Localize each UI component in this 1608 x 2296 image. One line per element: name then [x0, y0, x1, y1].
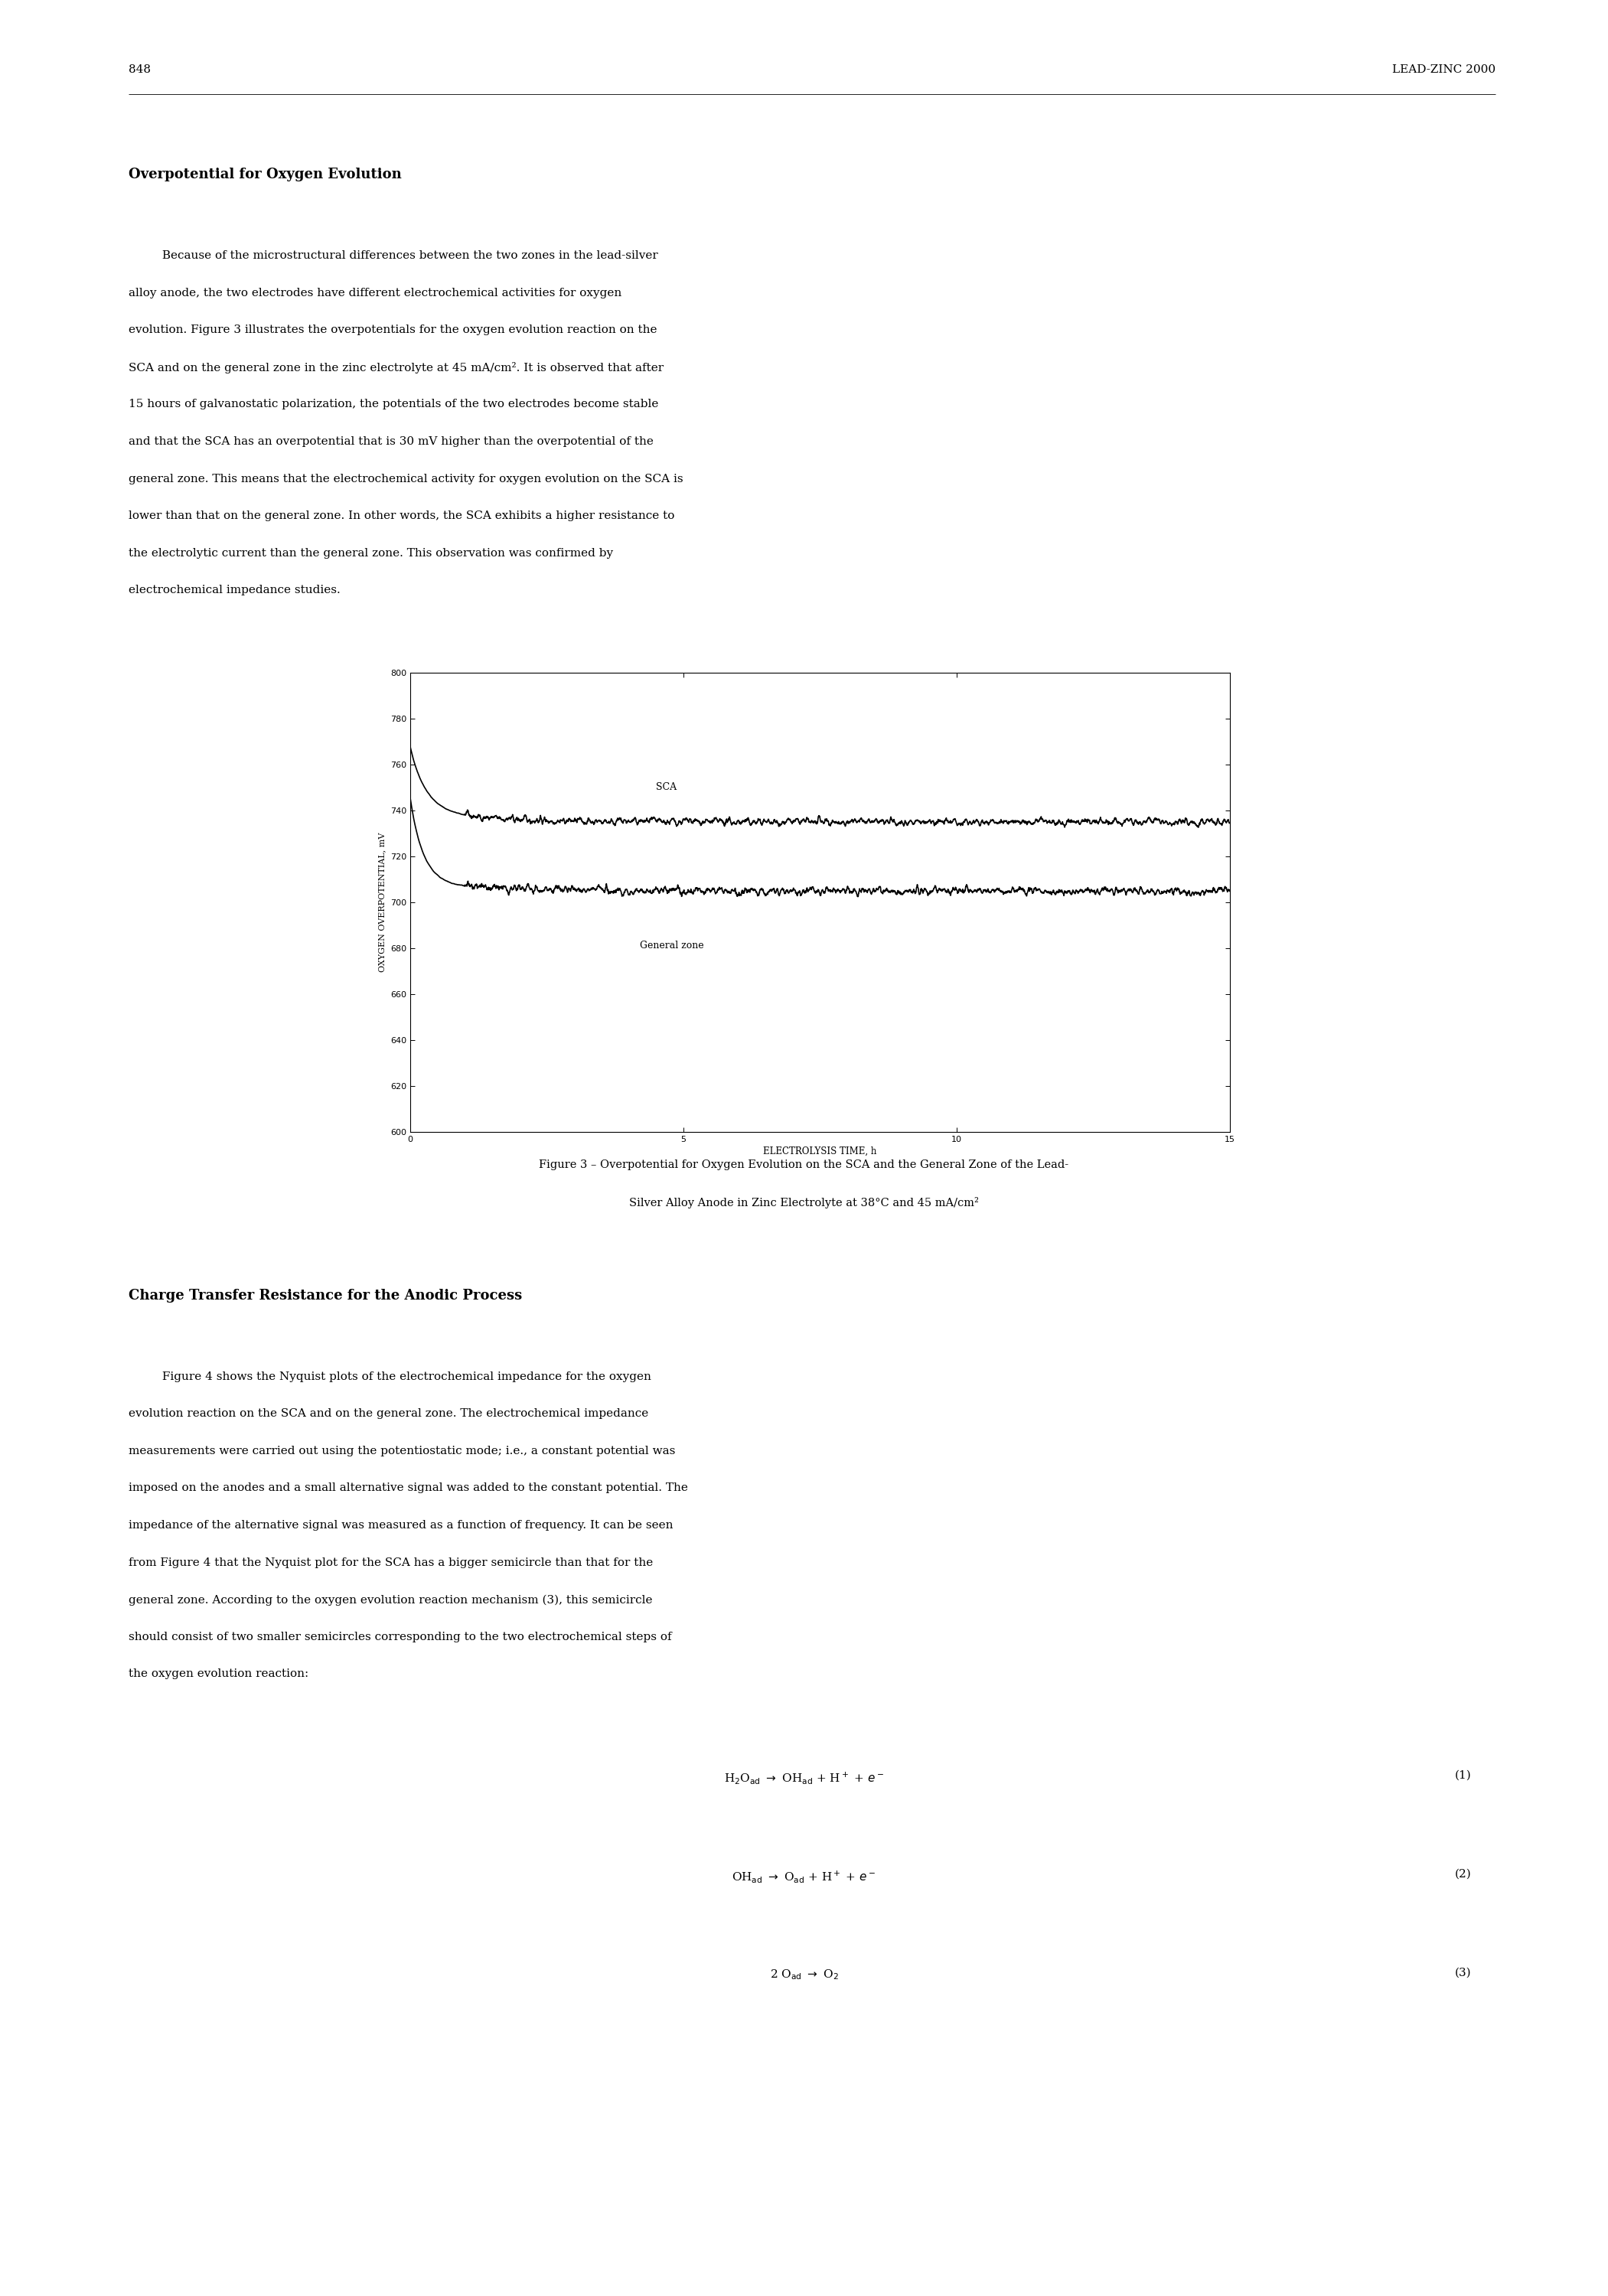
Text: Figure 3 – Overpotential for Oxygen Evolution on the SCA and the General Zone of: Figure 3 – Overpotential for Oxygen Evol… — [539, 1159, 1069, 1171]
Text: General zone: General zone — [640, 941, 704, 951]
Text: 15 hours of galvanostatic polarization, the potentials of the two electrodes bec: 15 hours of galvanostatic polarization, … — [129, 400, 659, 409]
Text: impedance of the alternative signal was measured as a function of frequency. It : impedance of the alternative signal was … — [129, 1520, 674, 1531]
X-axis label: ELECTROLYSIS TIME, h: ELECTROLYSIS TIME, h — [764, 1146, 876, 1157]
Text: (2): (2) — [1455, 1869, 1471, 1880]
Text: LEAD-ZINC 2000: LEAD-ZINC 2000 — [1393, 64, 1495, 76]
Text: general zone. According to the oxygen evolution reaction mechanism (3), this sem: general zone. According to the oxygen ev… — [129, 1593, 653, 1605]
Text: from Figure 4 that the Nyquist plot for the SCA has a bigger semicircle than tha: from Figure 4 that the Nyquist plot for … — [129, 1557, 653, 1568]
Text: SCA and on the general zone in the zinc electrolyte at 45 mA/cm². It is observed: SCA and on the general zone in the zinc … — [129, 363, 664, 374]
Text: electrochemical impedance studies.: electrochemical impedance studies. — [129, 585, 341, 595]
Text: (3): (3) — [1455, 1968, 1471, 1979]
Text: H$_2$O$_{\rm ad}$ $\rightarrow$ OH$_{\rm ad}$ + H$^+$ + $e^-$: H$_2$O$_{\rm ad}$ $\rightarrow$ OH$_{\rm… — [724, 1770, 884, 1786]
Text: general zone. This means that the electrochemical activity for oxygen evolution : general zone. This means that the electr… — [129, 473, 683, 484]
Text: OH$_{\rm ad}$ $\rightarrow$ O$_{\rm ad}$ + H$^+$ + $e^-$: OH$_{\rm ad}$ $\rightarrow$ O$_{\rm ad}$… — [732, 1869, 876, 1885]
Text: evolution. Figure 3 illustrates the overpotentials for the oxygen evolution reac: evolution. Figure 3 illustrates the over… — [129, 324, 658, 335]
Text: Silver Alloy Anode in Zinc Electrolyte at 38°C and 45 mA/cm²: Silver Alloy Anode in Zinc Electrolyte a… — [629, 1196, 979, 1208]
Y-axis label: OXYGEN OVERPOTENTIAL, mV: OXYGEN OVERPOTENTIAL, mV — [378, 833, 386, 971]
Text: Charge Transfer Resistance for the Anodic Process: Charge Transfer Resistance for the Anodi… — [129, 1288, 523, 1302]
Text: Because of the microstructural differences between the two zones in the lead-sil: Because of the microstructural differenc… — [129, 250, 658, 262]
Text: 2 O$_{\rm ad}$ $\rightarrow$ O$_2$: 2 O$_{\rm ad}$ $\rightarrow$ O$_2$ — [770, 1968, 838, 1981]
Text: measurements were carried out using the potentiostatic mode; i.e., a constant po: measurements were carried out using the … — [129, 1446, 675, 1456]
Text: lower than that on the general zone. In other words, the SCA exhibits a higher r: lower than that on the general zone. In … — [129, 510, 675, 521]
Text: imposed on the anodes and a small alternative signal was added to the constant p: imposed on the anodes and a small altern… — [129, 1483, 688, 1492]
Text: (1): (1) — [1455, 1770, 1471, 1782]
Text: alloy anode, the two electrodes have different electrochemical activities for ox: alloy anode, the two electrodes have dif… — [129, 287, 622, 298]
Text: 848: 848 — [129, 64, 151, 76]
Text: should consist of two smaller semicircles corresponding to the two electrochemic: should consist of two smaller semicircle… — [129, 1632, 672, 1642]
Text: the oxygen evolution reaction:: the oxygen evolution reaction: — [129, 1669, 309, 1678]
Text: SCA: SCA — [656, 783, 677, 792]
Text: Figure 4 shows the Nyquist plots of the electrochemical impedance for the oxygen: Figure 4 shows the Nyquist plots of the … — [129, 1371, 651, 1382]
Text: Overpotential for Oxygen Evolution: Overpotential for Oxygen Evolution — [129, 168, 402, 181]
Text: evolution reaction on the SCA and on the general zone. The electrochemical imped: evolution reaction on the SCA and on the… — [129, 1407, 648, 1419]
Text: the electrolytic current than the general zone. This observation was confirmed b: the electrolytic current than the genera… — [129, 549, 613, 558]
Text: and that the SCA has an overpotential that is 30 mV higher than the overpotentia: and that the SCA has an overpotential th… — [129, 436, 653, 448]
